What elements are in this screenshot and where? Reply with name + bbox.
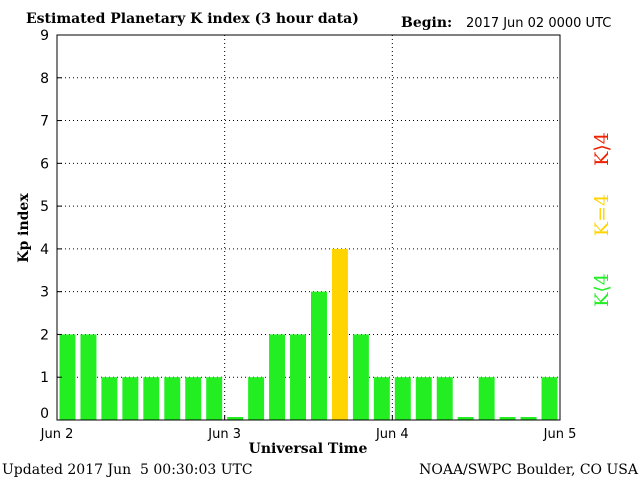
begin-label: Begin: [401, 15, 452, 31]
x-axis-label: Universal Time [249, 441, 368, 457]
kp-bar [206, 377, 223, 420]
x-ticks: Jun 2 Jun 3 Jun 4 Jun 5 [40, 415, 577, 442]
y-tick-label: 8 [40, 71, 49, 87]
kp-bar [122, 377, 139, 420]
kp-bar [143, 377, 160, 420]
kp-bar [185, 377, 202, 420]
legend-k-equal-4: K=4 [591, 194, 613, 236]
legend-k-below-4: K⟨4 [591, 273, 613, 307]
kp-bar [227, 417, 244, 420]
source-credit: NOAA/SWPC Boulder, CO USA [419, 462, 639, 478]
kp-bar [80, 334, 97, 420]
kp-bar [541, 377, 558, 420]
y-tick-label: 9 [40, 28, 49, 44]
kp-bar [499, 417, 516, 420]
y-tick-label: 6 [40, 156, 49, 172]
kp-bar [331, 248, 348, 420]
x-tick-label: Jun 4 [375, 427, 409, 442]
y-tick-label: 7 [40, 114, 49, 130]
kp-bar [457, 417, 474, 420]
begin-value: 2017 Jun 02 0000 UTC [466, 16, 611, 31]
updated-timestamp: Updated 2017 Jun 5 00:30:03 UTC [2, 462, 253, 478]
y-tick-label: 4 [40, 242, 49, 258]
y-tick-label: 2 [40, 327, 49, 343]
kp-bar [248, 377, 265, 420]
kp-bar [478, 377, 495, 420]
y-tick-label: 1 [40, 370, 49, 386]
kp-bar [59, 334, 76, 420]
kp-bar [415, 377, 432, 420]
kp-bar [373, 377, 390, 420]
kp-bar [269, 334, 286, 420]
bars [59, 248, 558, 420]
chart-title: Estimated Planetary K index (3 hour data… [26, 11, 359, 27]
kp-bar [520, 417, 537, 420]
x-tick-label: Jun 3 [207, 427, 241, 442]
y-ticks: 0 1 2 3 4 5 6 7 8 9 [40, 28, 62, 422]
x-tick-label: Jun 2 [40, 427, 74, 442]
kp-bar [101, 377, 118, 420]
kp-bar [394, 377, 411, 420]
kp-bar [436, 377, 453, 420]
y-axis-label: Kp index [16, 193, 32, 263]
y-tick-label: 3 [40, 285, 49, 301]
legend-k-above-4: K⟩4 [591, 132, 613, 166]
x-tick-label: Jun 5 [543, 427, 577, 442]
kp-bar [352, 334, 369, 420]
kp-bar [164, 377, 181, 420]
plot-frame [56, 34, 561, 421]
kp-bar [290, 334, 306, 420]
y-tick-label: 0 [40, 406, 49, 422]
kp-bar [311, 291, 327, 420]
y-tick-label: 5 [40, 199, 49, 215]
grid-lines [57, 34, 560, 420]
